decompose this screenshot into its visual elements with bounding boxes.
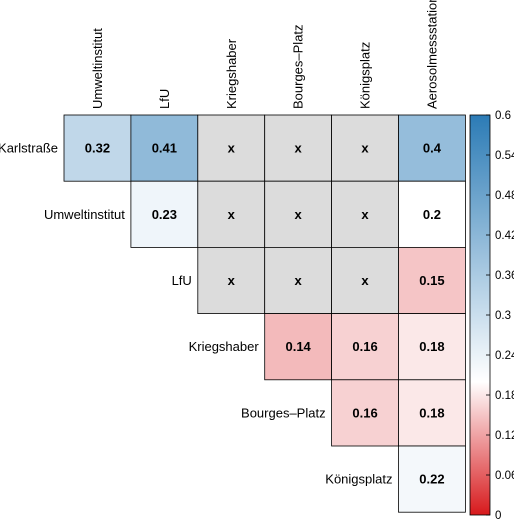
heatmap-cell-label: x [228, 273, 236, 288]
row-labels: Karlstraße Umweltinstitut LfU Kriegshaber Bo… [0, 141, 393, 487]
colorbar-tick-label: 0.6 [495, 110, 511, 122]
colorbar-tick-label: 0.48 [495, 190, 514, 202]
heatmap-cell-label: x [361, 207, 369, 222]
row-label-bourges-platz: Bourges–Platz [241, 405, 326, 420]
heatmap-cell: 0.41 [130, 114, 199, 182]
heatmap-cell-label: x [295, 207, 303, 222]
colorbar-tick-label: 0.12 [495, 430, 514, 442]
heatmap-cell-fill [398, 246, 466, 314]
heatmap-cell-label: x [295, 273, 303, 288]
heatmap-cell-fill [197, 114, 266, 182]
colorbar-tick-label: 0.06 [495, 470, 514, 482]
heatmap-cell-label: 0.14 [285, 339, 311, 354]
colorbar-tick-label: 0.3 [495, 310, 511, 322]
heatmap-cell-fill [130, 114, 199, 182]
heatmap-cell-fill [398, 313, 466, 381]
heatmap-cell-label: x [228, 207, 236, 222]
heatmap-cell: x [264, 114, 333, 182]
row-label-karlstrasse: Karlstraße [0, 141, 58, 156]
row-label-kriegshaber: Kriegshaber [189, 339, 260, 354]
colorbar-tick-label: 0 [495, 510, 501, 522]
heatmap-cell-label: 0.32 [85, 141, 110, 156]
heatmap-cell-label: x [361, 141, 369, 156]
heatmap-cell: x [264, 180, 333, 248]
heatmap-cell-fill [398, 114, 466, 182]
heatmap-cell-fill [264, 246, 333, 314]
heatmap-cell: 0.23 [130, 180, 199, 248]
heatmap-cell-label: 0.22 [419, 472, 444, 487]
colorbar-tick-label: 0.36 [495, 270, 514, 282]
heatmap-cell: x [197, 180, 266, 248]
heatmap-cell-fill [264, 313, 333, 381]
heatmap-cell-label: x [295, 141, 303, 156]
heatmap-cell-label: 0.2 [423, 207, 441, 222]
heatmap-cell-label: x [228, 141, 236, 156]
column-label-umweltinstitut: Umweltinstitut [90, 28, 105, 109]
colorbar: 0 0.06 0.12 0.18 0.24 0.3 0.36 0.42 0.48 0.54 0.6 [469, 110, 514, 522]
heatmap-cell-fill [130, 180, 199, 248]
row-label-konigsplatz: Königsplatz [325, 472, 392, 487]
column-label-bourges-platz: Bourges–Platz [291, 24, 306, 109]
heatmap-cell: x [197, 246, 266, 314]
column-label-kriegshaber: Kriegshaber [224, 38, 239, 109]
heatmap-cell-label: 0.23 [152, 207, 177, 222]
heatmap-cell: 0.22 [398, 445, 466, 513]
row-label-umweltinstitut: Umweltinstitut [44, 207, 125, 222]
heatmap-cell-fill [331, 180, 399, 248]
heatmap-cell: 0.15 [398, 246, 466, 314]
colorbar-tick-label: 0.24 [495, 350, 514, 362]
column-label-konigsplatz: Königsplatz [358, 42, 373, 109]
heatmap-cells: 0.32 0.41 x x x 0.4 0.23 x x x 0.2 x x x 0.15 0.14 0.16 0… [63, 114, 466, 513]
heatmap-cell: x [197, 114, 266, 182]
heatmap-cell: 0.16 [331, 379, 399, 447]
heatmap-cell: 0.4 [398, 114, 466, 182]
heatmap-cell: x [331, 246, 399, 314]
heatmap-cell-label: 0.18 [419, 405, 444, 420]
heatmap-cell-label: 0.18 [419, 339, 444, 354]
heatmap-cell-fill [197, 180, 266, 248]
heatmap-cell-fill [398, 379, 466, 447]
column-label-lfu: LfU [157, 89, 172, 109]
heatmap-cell: 0.32 [63, 114, 132, 182]
column-labels: Umweltinstitut LfU Kriegshaber Bourges–Plat… [90, 0, 440, 109]
heatmap-cell: 0.2 [398, 180, 466, 248]
heatmap-cell-label: 0.41 [152, 141, 177, 156]
colorbar-ticks: 0 0.06 0.12 0.18 0.24 0.3 0.36 0.42 0.48 0.54 0.6 [486, 110, 514, 522]
colorbar-tick-label: 0.54 [495, 150, 514, 162]
heatmap-cell-fill [63, 114, 132, 182]
heatmap-cell-fill [197, 246, 266, 314]
heatmap-cell: 0.14 [264, 313, 333, 381]
colorbar-tick-label: 0.42 [495, 230, 514, 242]
heatmap-cell-label: 0.4 [423, 141, 442, 156]
heatmap-cell: 0.16 [331, 313, 399, 381]
heatmap-cell-fill [331, 313, 399, 381]
heatmap-cell-fill [331, 379, 399, 447]
heatmap-cell-label: x [361, 273, 369, 288]
colorbar-tick-label: 0.18 [495, 390, 514, 402]
heatmap-cell: x [331, 114, 399, 182]
heatmap-cell: x [264, 246, 333, 314]
heatmap-cell-fill [264, 114, 333, 182]
heatmap-cell: 0.18 [398, 313, 466, 381]
row-label-lfu: LfU [172, 273, 192, 288]
heatmap-cell: 0.18 [398, 379, 466, 447]
heatmap-cell-label: 0.16 [352, 405, 377, 420]
heatmap-cell-fill [331, 114, 399, 182]
heatmap-cell-label: 0.16 [352, 339, 377, 354]
heatmap-cell-fill [398, 445, 466, 513]
heatmap-cell: x [331, 180, 399, 248]
heatmap-cell-fill [331, 246, 399, 314]
heatmap-cell-label: 0.15 [419, 273, 444, 288]
column-label-aerosolmessstation: Aerosolmessstation [424, 0, 439, 109]
heatmap-cell-fill [398, 180, 466, 248]
